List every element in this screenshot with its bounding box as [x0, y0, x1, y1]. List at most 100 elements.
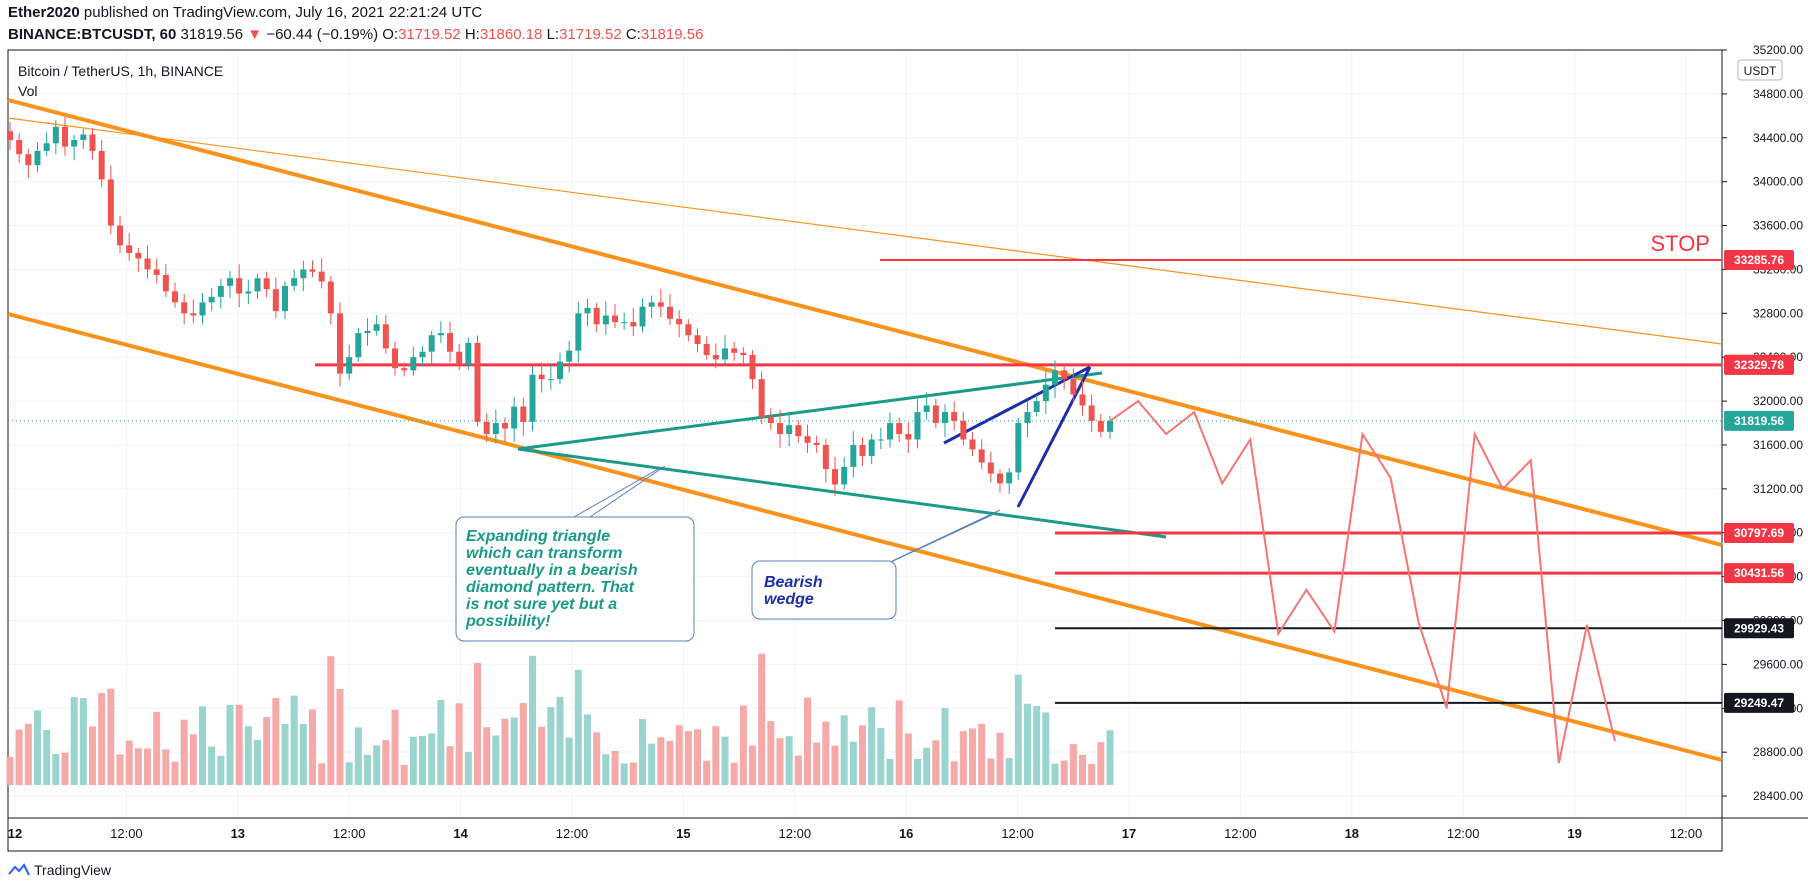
volume-bar — [474, 662, 481, 785]
volume-bar — [895, 700, 903, 785]
volume-bar — [70, 697, 78, 785]
candle-body — [639, 306, 646, 327]
candle-body — [71, 139, 78, 147]
candle-body — [1070, 379, 1077, 395]
candle-body — [291, 278, 298, 286]
candle-body — [483, 421, 490, 434]
candle-body — [648, 302, 655, 307]
candle-body — [722, 348, 728, 360]
candle-body — [703, 344, 710, 356]
candle-body — [841, 466, 848, 485]
volume-bar — [648, 743, 656, 785]
candle-body — [52, 126, 59, 144]
candle-body — [612, 315, 618, 323]
price-label-box — [1724, 250, 1794, 271]
candle-body — [1006, 472, 1013, 484]
candle-body — [767, 417, 774, 424]
triangle-callout-text: Expanding triangle which can transform e… — [465, 528, 642, 630]
volume-bar — [34, 710, 41, 785]
y-tick-label: 29600.00 — [1753, 657, 1803, 671]
volume-bar — [98, 693, 106, 785]
ohlc-open-label: O: — [382, 26, 399, 43]
candle-body — [309, 269, 316, 272]
volume-bar — [180, 719, 188, 785]
ohlc-close: 31819.56 — [640, 26, 704, 43]
candle-body — [126, 245, 133, 253]
volume-bar — [694, 729, 701, 785]
x-tick-label: 12 — [8, 826, 22, 841]
candle-body — [694, 335, 701, 345]
volume-bar — [153, 711, 161, 785]
candle-body — [795, 425, 802, 437]
candle-body — [153, 269, 160, 275]
volume-bar — [483, 727, 491, 785]
legend-volume: Vol — [18, 83, 37, 99]
triangle-upper-line — [517, 371, 1103, 451]
volume-bar — [391, 709, 399, 785]
volume-bar — [721, 736, 729, 785]
volume-bar — [1069, 744, 1077, 785]
time-axis: 12 12:00 13 12:00 14 12:00 15 12:00 16 12:00 17 12:… — [8, 826, 1703, 841]
volume-bar — [730, 762, 738, 785]
x-tick-label: 14 — [453, 826, 468, 841]
candle-body — [987, 462, 994, 474]
volume-bar — [107, 688, 115, 785]
candle-body — [172, 291, 178, 303]
triangle-lower-line — [517, 447, 1167, 539]
candle-body — [914, 412, 921, 440]
long-trendline — [7, 117, 1723, 345]
volume-bar — [529, 655, 536, 785]
volume-bar — [794, 755, 802, 785]
volume-bar — [217, 755, 225, 785]
y-tick-label: 35200.00 — [1753, 43, 1803, 57]
volume-bar — [208, 746, 216, 785]
volume-bar — [125, 740, 133, 785]
volume-bar — [639, 718, 646, 785]
candle-body — [373, 324, 380, 331]
price-label: 30431.56 — [1734, 566, 1784, 580]
drawings-layer — [7, 98, 1723, 762]
candle-body — [1061, 370, 1068, 380]
candle-body — [584, 307, 591, 314]
candle-body — [456, 351, 463, 365]
candle-body — [942, 412, 948, 424]
candle-body — [786, 425, 793, 434]
volume-bar — [52, 753, 60, 785]
callout-line: diamond pattern. That — [466, 579, 635, 596]
volume-bar — [538, 726, 546, 785]
ohlc-close-label: C: — [625, 26, 641, 43]
candle-body — [318, 271, 325, 282]
volume-bar — [904, 733, 912, 785]
candle-body — [474, 342, 481, 422]
volume-bar — [1088, 764, 1096, 785]
candle-body — [529, 374, 536, 422]
callout-line: possibility! — [465, 613, 551, 630]
ohlc-low: 31719.52 — [559, 26, 622, 43]
y-tick-label: 28400.00 — [1753, 789, 1803, 803]
volume-bar — [978, 723, 986, 785]
candle-body — [593, 307, 600, 325]
candle-body — [89, 134, 96, 151]
volume-bar — [1033, 706, 1041, 785]
price-label-box — [1724, 563, 1794, 584]
y-tick-label: 32000.00 — [1753, 394, 1803, 408]
candle-body — [272, 289, 279, 312]
channel-lower-line — [7, 312, 1723, 762]
candle-body — [392, 348, 398, 369]
currency-label: USDT — [1744, 64, 1777, 78]
candle-body — [25, 154, 32, 166]
volume-bar — [382, 740, 390, 785]
x-tick-label: 12:00 — [1224, 826, 1257, 841]
volume-bar — [336, 688, 344, 785]
candle-body — [877, 439, 884, 441]
volume-bar — [629, 762, 637, 785]
candle-body — [227, 278, 233, 286]
volume-bar — [299, 723, 307, 785]
tradingview-brand[interactable]: TradingView — [8, 862, 111, 878]
volume-bar — [776, 738, 784, 785]
author-name[interactable]: Ether2020 — [8, 4, 80, 21]
price-label: 31819.56 — [1734, 414, 1784, 428]
candle-body — [1079, 394, 1086, 406]
volume-bar — [400, 764, 408, 785]
